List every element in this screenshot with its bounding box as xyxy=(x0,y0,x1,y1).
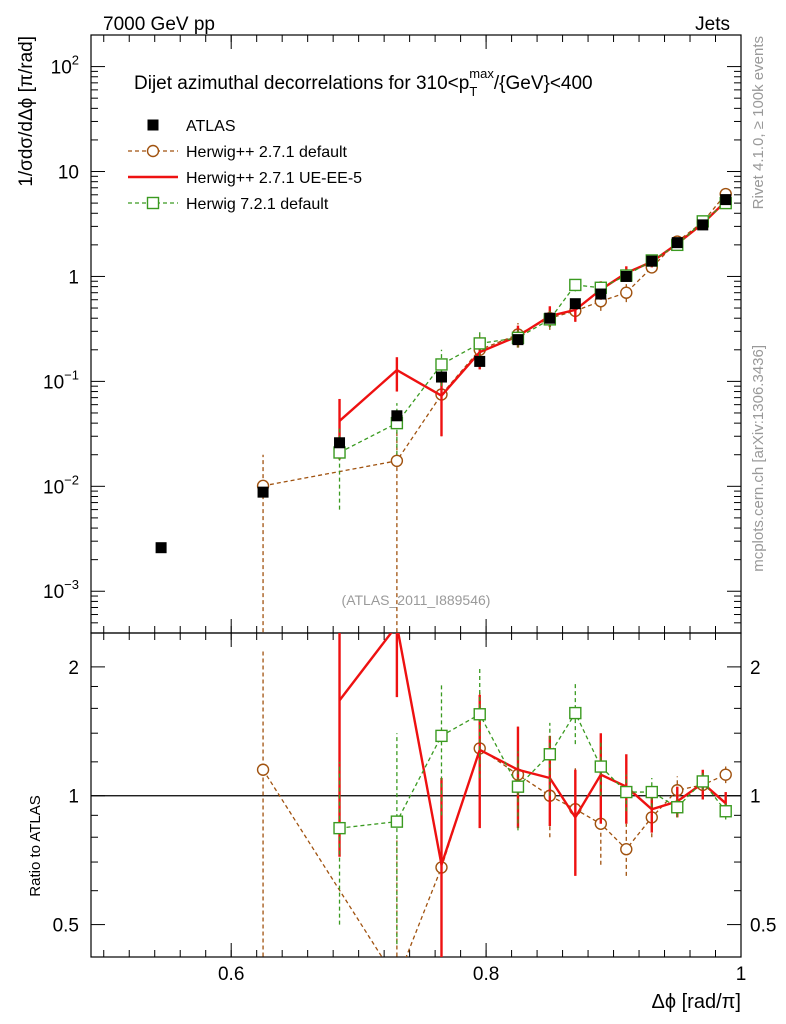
ratio-tick-label-right: 1 xyxy=(750,787,761,808)
header-right: Jets xyxy=(695,14,730,35)
ratio-data-point xyxy=(594,760,608,773)
ratio-tick-label: 0.5 xyxy=(53,916,79,937)
rivet-label: Rivet 4.1.0, ≥ 100k events xyxy=(750,36,767,209)
x-axis-label: Δϕ [rad/π] xyxy=(652,991,742,1013)
data-point xyxy=(544,312,556,324)
legend-label: ATLAS xyxy=(186,118,236,135)
data-point xyxy=(435,358,448,371)
legend: ATLAS Herwig++ 2.7.1 default Herwig++ 2.7.… xyxy=(128,118,362,213)
series-0 xyxy=(155,194,732,554)
x-tick-label: 0.6 xyxy=(218,964,244,985)
ratio-frame xyxy=(90,632,742,958)
ratio-data-point xyxy=(719,805,732,818)
x-tick-label: 0.8 xyxy=(473,964,499,985)
data-point xyxy=(155,542,167,554)
ratio-data-point xyxy=(620,785,633,799)
ratio-data-point xyxy=(543,748,557,761)
data-point xyxy=(391,410,403,422)
ratio-tick-label: 1 xyxy=(68,787,79,808)
data-point xyxy=(720,194,732,206)
ratio-series xyxy=(256,633,732,986)
y-tick-label: 102 xyxy=(51,53,79,79)
y-tick-label: 10 xyxy=(58,163,79,184)
data-point xyxy=(474,355,486,367)
series-line xyxy=(262,193,727,487)
data-point xyxy=(620,286,633,299)
ratio-data-point xyxy=(390,815,404,828)
data-point xyxy=(697,219,709,231)
main-series xyxy=(155,187,732,633)
ratio-data-point xyxy=(671,801,684,814)
data-point xyxy=(512,334,524,346)
data-point xyxy=(595,288,607,300)
y-tick-label: 10−2 xyxy=(43,472,79,498)
chart-title: Dijet azimuthal decorrelations for 310<p… xyxy=(134,66,593,99)
analysis-tag: (ATLAS_2011_I889546) xyxy=(342,592,491,608)
data-point xyxy=(569,298,581,310)
data-point xyxy=(620,270,632,282)
ratio-data-point xyxy=(511,780,525,793)
legend-label: Herwig++ 2.7.1 default xyxy=(186,144,348,161)
ratio-data-point xyxy=(473,708,486,721)
ratio-data-point xyxy=(719,768,732,781)
data-point xyxy=(435,371,447,383)
legend-label: Herwig++ 2.7.1 UE-EE-5 xyxy=(186,170,362,187)
y-axis-label: 1/σdσ/dΔϕ [π/rad] xyxy=(16,36,37,187)
ratio-data-point xyxy=(645,785,658,799)
ratio-data-point xyxy=(256,763,270,776)
legend-marker xyxy=(146,196,160,210)
ratio-series-line xyxy=(262,747,726,957)
legend-marker xyxy=(147,119,159,131)
y-tick-label: 10−1 xyxy=(43,367,79,393)
ratio-axis-label: Ratio to ATLAS xyxy=(27,795,44,896)
y-tick-label: 1 xyxy=(68,267,79,288)
data-point xyxy=(671,237,683,249)
data-point xyxy=(473,337,486,350)
mcplots-label: mcplots.cern.ch [arXiv:1306.3436] xyxy=(750,345,767,572)
ratio-data-point xyxy=(435,729,448,743)
data-point xyxy=(646,255,658,267)
ratio-tick-label-right: 2 xyxy=(750,658,761,679)
data-point xyxy=(333,446,346,459)
legend-marker xyxy=(146,144,160,158)
ratio-series-3 xyxy=(333,666,732,945)
data-point xyxy=(334,437,346,449)
legend-label: Herwig 7.2.1 default xyxy=(186,196,329,213)
y-tick-label: 10−3 xyxy=(43,577,79,603)
ratio-data-point xyxy=(569,706,582,720)
ratio-data-point xyxy=(696,775,709,788)
data-point xyxy=(569,278,582,292)
ratio-data-point xyxy=(333,821,346,835)
data-point xyxy=(257,486,269,498)
header-left: 7000 GeV pp xyxy=(103,14,215,35)
ratio-tick-label-right: 0.5 xyxy=(750,916,776,937)
ratio-data-point xyxy=(391,975,402,986)
data-point xyxy=(390,454,404,468)
x-tick-label: 1 xyxy=(736,964,747,985)
axis-ticks: 0.6 0.8 1 102 10 1 10−1 10−2 10−3 2 2 1 1 0.5 0.5 xyxy=(43,34,776,985)
ratio-data-point xyxy=(620,843,633,856)
ratio-tick-label: 2 xyxy=(68,658,79,679)
